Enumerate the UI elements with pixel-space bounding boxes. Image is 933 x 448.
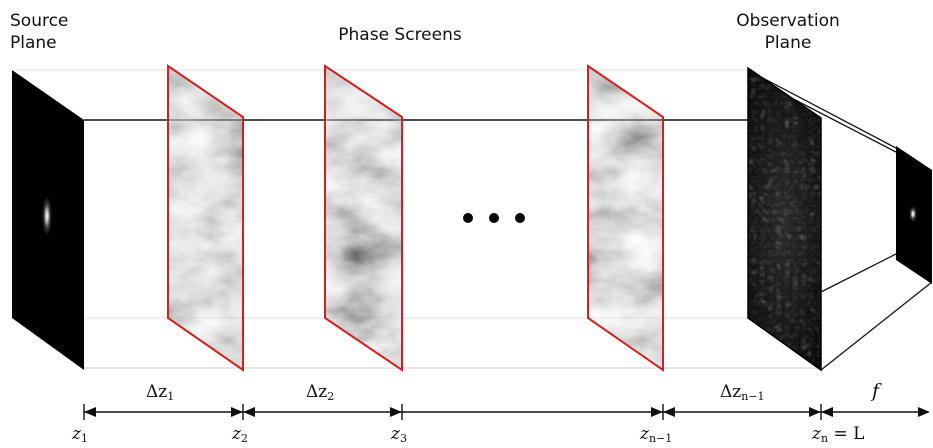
focal-plane [896,146,932,284]
focal-spot [909,206,917,222]
propagation-box-outline [14,69,821,369]
interval-label-1: Δz1 [146,382,175,403]
focal-length-label: f [872,380,880,402]
source-plane [12,70,84,370]
interval-label-2: Δz2 [306,382,335,403]
observation-plane [747,66,822,372]
position-label-zn-equals-L: zn = L [812,424,865,445]
position-label-z2: z2 [232,424,248,445]
phase-screen-2 [324,64,403,372]
position-label-z1: z1 [72,424,88,445]
phase-screen-n-minus-1 [587,64,664,372]
focusing-lines [758,75,933,371]
distance-axis [83,404,930,420]
phase-screens-label: Phase Screens [338,25,462,45]
source-beam-spot [42,196,52,236]
position-label-z3: z3 [391,424,407,445]
interval-label-n-minus-1: Δzn−1 [720,382,765,403]
ellipsis-dots [463,213,525,223]
position-label-z-n-minus-1: zn−1 [640,424,673,445]
source-plane-label: Source Plane [10,11,69,53]
phase-screen-1 [167,64,244,372]
observation-plane-label: Observation Plane [736,11,840,53]
